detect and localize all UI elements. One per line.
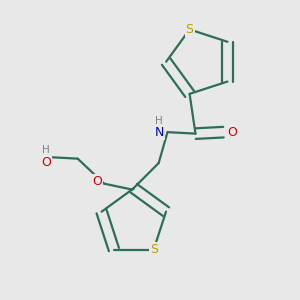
Text: S: S bbox=[186, 23, 194, 36]
Text: H: H bbox=[42, 145, 50, 155]
Text: O: O bbox=[41, 156, 51, 169]
Text: O: O bbox=[227, 126, 237, 139]
Text: O: O bbox=[92, 175, 102, 188]
Text: H: H bbox=[155, 116, 163, 126]
Text: S: S bbox=[150, 243, 158, 256]
Text: N: N bbox=[154, 126, 164, 139]
